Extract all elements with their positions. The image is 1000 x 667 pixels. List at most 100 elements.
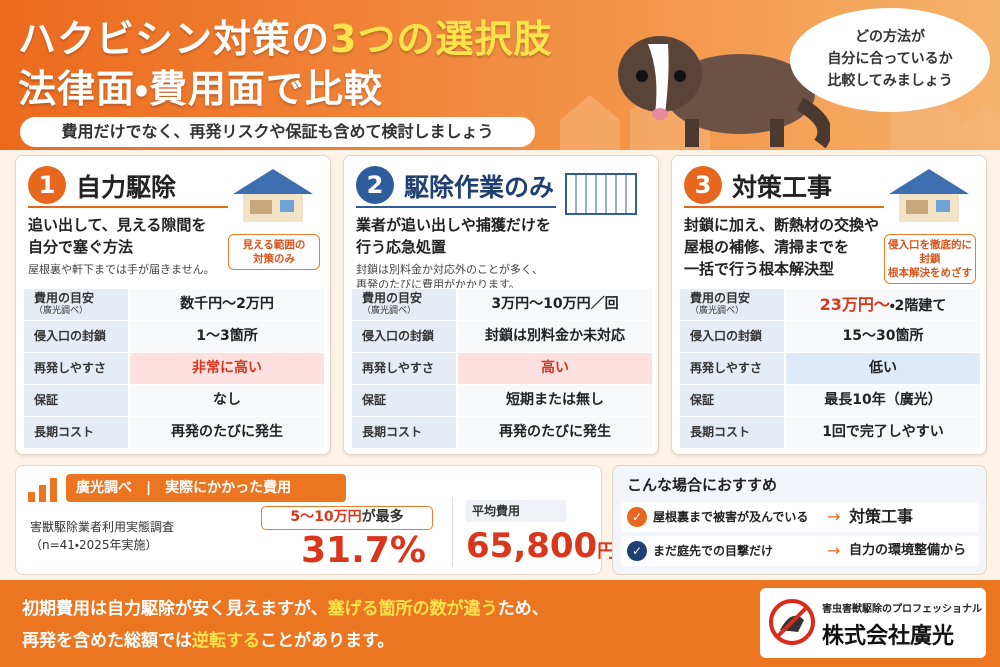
row-label-text: 再発しやすさ (34, 361, 106, 375)
mode-share: 31.7% (301, 530, 426, 571)
avg-cost: 65,800円 (466, 526, 615, 566)
row-label: 保証 (680, 385, 784, 416)
survey-box: 廣光調べ | 実際にかかった費用 害獣駆除業者利用実態調査 （n=41・2025年… (15, 465, 615, 575)
row-label: 侵入口の封鎖 (352, 321, 456, 352)
row-label: 保証 (24, 385, 128, 416)
survey-heading: 実際にかかった費用 (165, 480, 292, 496)
footer-text: ことがあります。 (260, 631, 395, 651)
row-value-text: 1〜3箇所 (196, 328, 258, 344)
bar-icon (28, 478, 57, 502)
row-label-text: 長期コスト (690, 425, 751, 439)
row-value-accent: 23万円〜 (819, 295, 890, 314)
row-value-text: 1回で完了しやすい (822, 424, 944, 440)
table-row: 長期コスト 再発のたびに発生 (24, 416, 324, 448)
survey-name: 害獣駆除業者利用実態調査 (30, 520, 175, 534)
badge-line: 見える範囲の (242, 239, 306, 251)
divider (452, 498, 453, 566)
row-value: 非常に高い (130, 353, 324, 384)
row-value-text: ・2階建て (889, 298, 947, 314)
card-description: 封鎖に加え、断熱材の交換や 屋根の補修、清掃までを 一括で行う根本解決型 (684, 214, 879, 280)
description-line: 追い出して、見える隙間を (28, 216, 207, 234)
bubble-line: どの方法が (855, 29, 925, 45)
description-line: 行う応急処置 (356, 238, 447, 256)
row-label: 再発しやすさ (352, 353, 456, 384)
row-value-text: 短期または無し (506, 392, 604, 408)
card-badge: 侵入口を徹底的に封鎖根本解決をめざす (884, 234, 976, 284)
recommend-title: こんな場合におすすめ (627, 476, 778, 494)
recommend-answer: 自力の環境整備から (849, 543, 967, 558)
row-label-text: 費用の目安 (362, 290, 423, 305)
table-row: 再発しやすさ 高い (352, 352, 652, 384)
card-underline (356, 206, 556, 208)
card-underline (684, 206, 884, 208)
row-value: なし (130, 385, 324, 416)
row-sublabel: （廣光調べ） (690, 305, 745, 316)
description-line: 業者が追い出しや捕獲だけを (356, 216, 551, 234)
table-row: 侵入口の封鎖 封鎖は別料金か未対応 (352, 320, 652, 352)
footer-highlight: 塞げる箇所の数が違う (327, 599, 498, 619)
card-title: 自力駆除 (76, 173, 177, 202)
civet-illustration (618, 36, 830, 149)
description-line: 屋根の補修、清掃までを (684, 238, 850, 256)
row-label-text: 侵入口の封鎖 (34, 329, 107, 343)
row-value-text: 15〜30箇所 (842, 328, 924, 344)
table-row: 費用の目安 （廣光調べ） 数千円〜2万円 (24, 288, 324, 320)
footer-text: 初期費用は自力駆除が安く見えますが、 (22, 599, 328, 619)
row-label: 長期コスト (680, 417, 784, 448)
row-label: 費用の目安 （廣光調べ） (352, 289, 456, 320)
logo-tagline: 害虫害獣駆除のプロフェッショナル (822, 604, 982, 615)
avg-value: 65,800 (466, 526, 598, 566)
logo: 害虫害獣駆除のプロフェッショナル 株式会社廣光 (760, 588, 986, 658)
row-label-text: 再発しやすさ (690, 361, 762, 375)
speech-bubble: どの方法が自分に合っているか 比較してみましょう (790, 8, 990, 112)
badge-line: 侵入口を徹底的に封鎖 (888, 239, 972, 265)
description-line: 自分で塞ぐ方法 (28, 238, 134, 256)
check-icon: ✓ (627, 541, 647, 561)
row-value-text: 低い (869, 360, 897, 376)
card-note: 封鎖は別料金か対応外のことが多く、 再発のたびに費用がかかります。 (356, 262, 543, 292)
note-line: 屋根裏や軒下までは手が届きません。 (28, 263, 215, 276)
mode-range: 5〜10万円 (290, 509, 362, 525)
row-value: 1回で完了しやすい (786, 417, 980, 448)
card-number: 1 (28, 166, 66, 204)
recommend-box: こんな場合におすすめ ✓ 屋根裏まで被害が及んでいる → 対策工事 ✓ まだ庭先での目撃だ… (612, 465, 987, 575)
row-value: 3万円〜10万円／回 (458, 289, 652, 320)
row-value-text: 高い (541, 360, 569, 376)
footer-text: 再発を含めた総額では (22, 631, 192, 651)
bubble-line: 自分に合っているか (827, 51, 953, 67)
row-value-text: 封鎖は別料金か未対応 (485, 328, 625, 344)
row-label: 侵入口の封鎖 (680, 321, 784, 352)
row-label: 侵入口の封鎖 (24, 321, 128, 352)
row-value: 再発のたびに発生 (458, 417, 652, 448)
row-label-text: 再発しやすさ (362, 361, 434, 375)
row-value-text: 最長10年（廣光） (824, 392, 942, 408)
title-accent: 3つの選択肢 (330, 17, 553, 61)
row-label: 費用の目安 （廣光調べ） (24, 289, 128, 320)
card-number: 3 (684, 166, 722, 204)
title-line-2: 法律面・費用面で比較 (18, 67, 383, 111)
row-label: 費用の目安 （廣光調べ） (680, 289, 784, 320)
row-value: 1〜3箇所 (130, 321, 324, 352)
row-value-text: 非常に高い (192, 360, 262, 376)
row-value-text: 再発のたびに発生 (499, 424, 611, 440)
row-value: 最長10年（廣光） (786, 385, 980, 416)
row-label-text: 侵入口の封鎖 (362, 329, 435, 343)
badge-line: 根本解決をめざす (888, 267, 972, 279)
row-value: 高い (458, 353, 652, 384)
row-label-text: 長期コスト (362, 425, 423, 439)
footer: 初期費用は自力駆除が安く見えますが、塞げる箇所の数が違うため、 再発を含めた総額で… (0, 580, 1000, 667)
card-underline (28, 206, 228, 208)
recommend-case: まだ庭先での目撃だけ (653, 544, 774, 558)
row-value-text: 数千円〜2万円 (180, 296, 274, 312)
card-number: 2 (356, 166, 394, 204)
card-illustration (565, 173, 637, 215)
row-value-text: なし (213, 392, 241, 408)
table-row: 長期コスト 1回で完了しやすい (680, 416, 980, 448)
mode-suffix: が最多 (361, 509, 404, 525)
card-note: 屋根裏や軒下までは手が届きません。 (28, 262, 215, 277)
option-card: 2 駆除作業のみ業者が追い出しや捕獲だけを 行う応急処置封鎖は別料金か対応外のことが… (343, 155, 659, 455)
card-illustration (233, 169, 313, 222)
bubble-line: 比較してみましょう (827, 73, 953, 89)
card-title: 駆除作業のみ (404, 173, 555, 202)
